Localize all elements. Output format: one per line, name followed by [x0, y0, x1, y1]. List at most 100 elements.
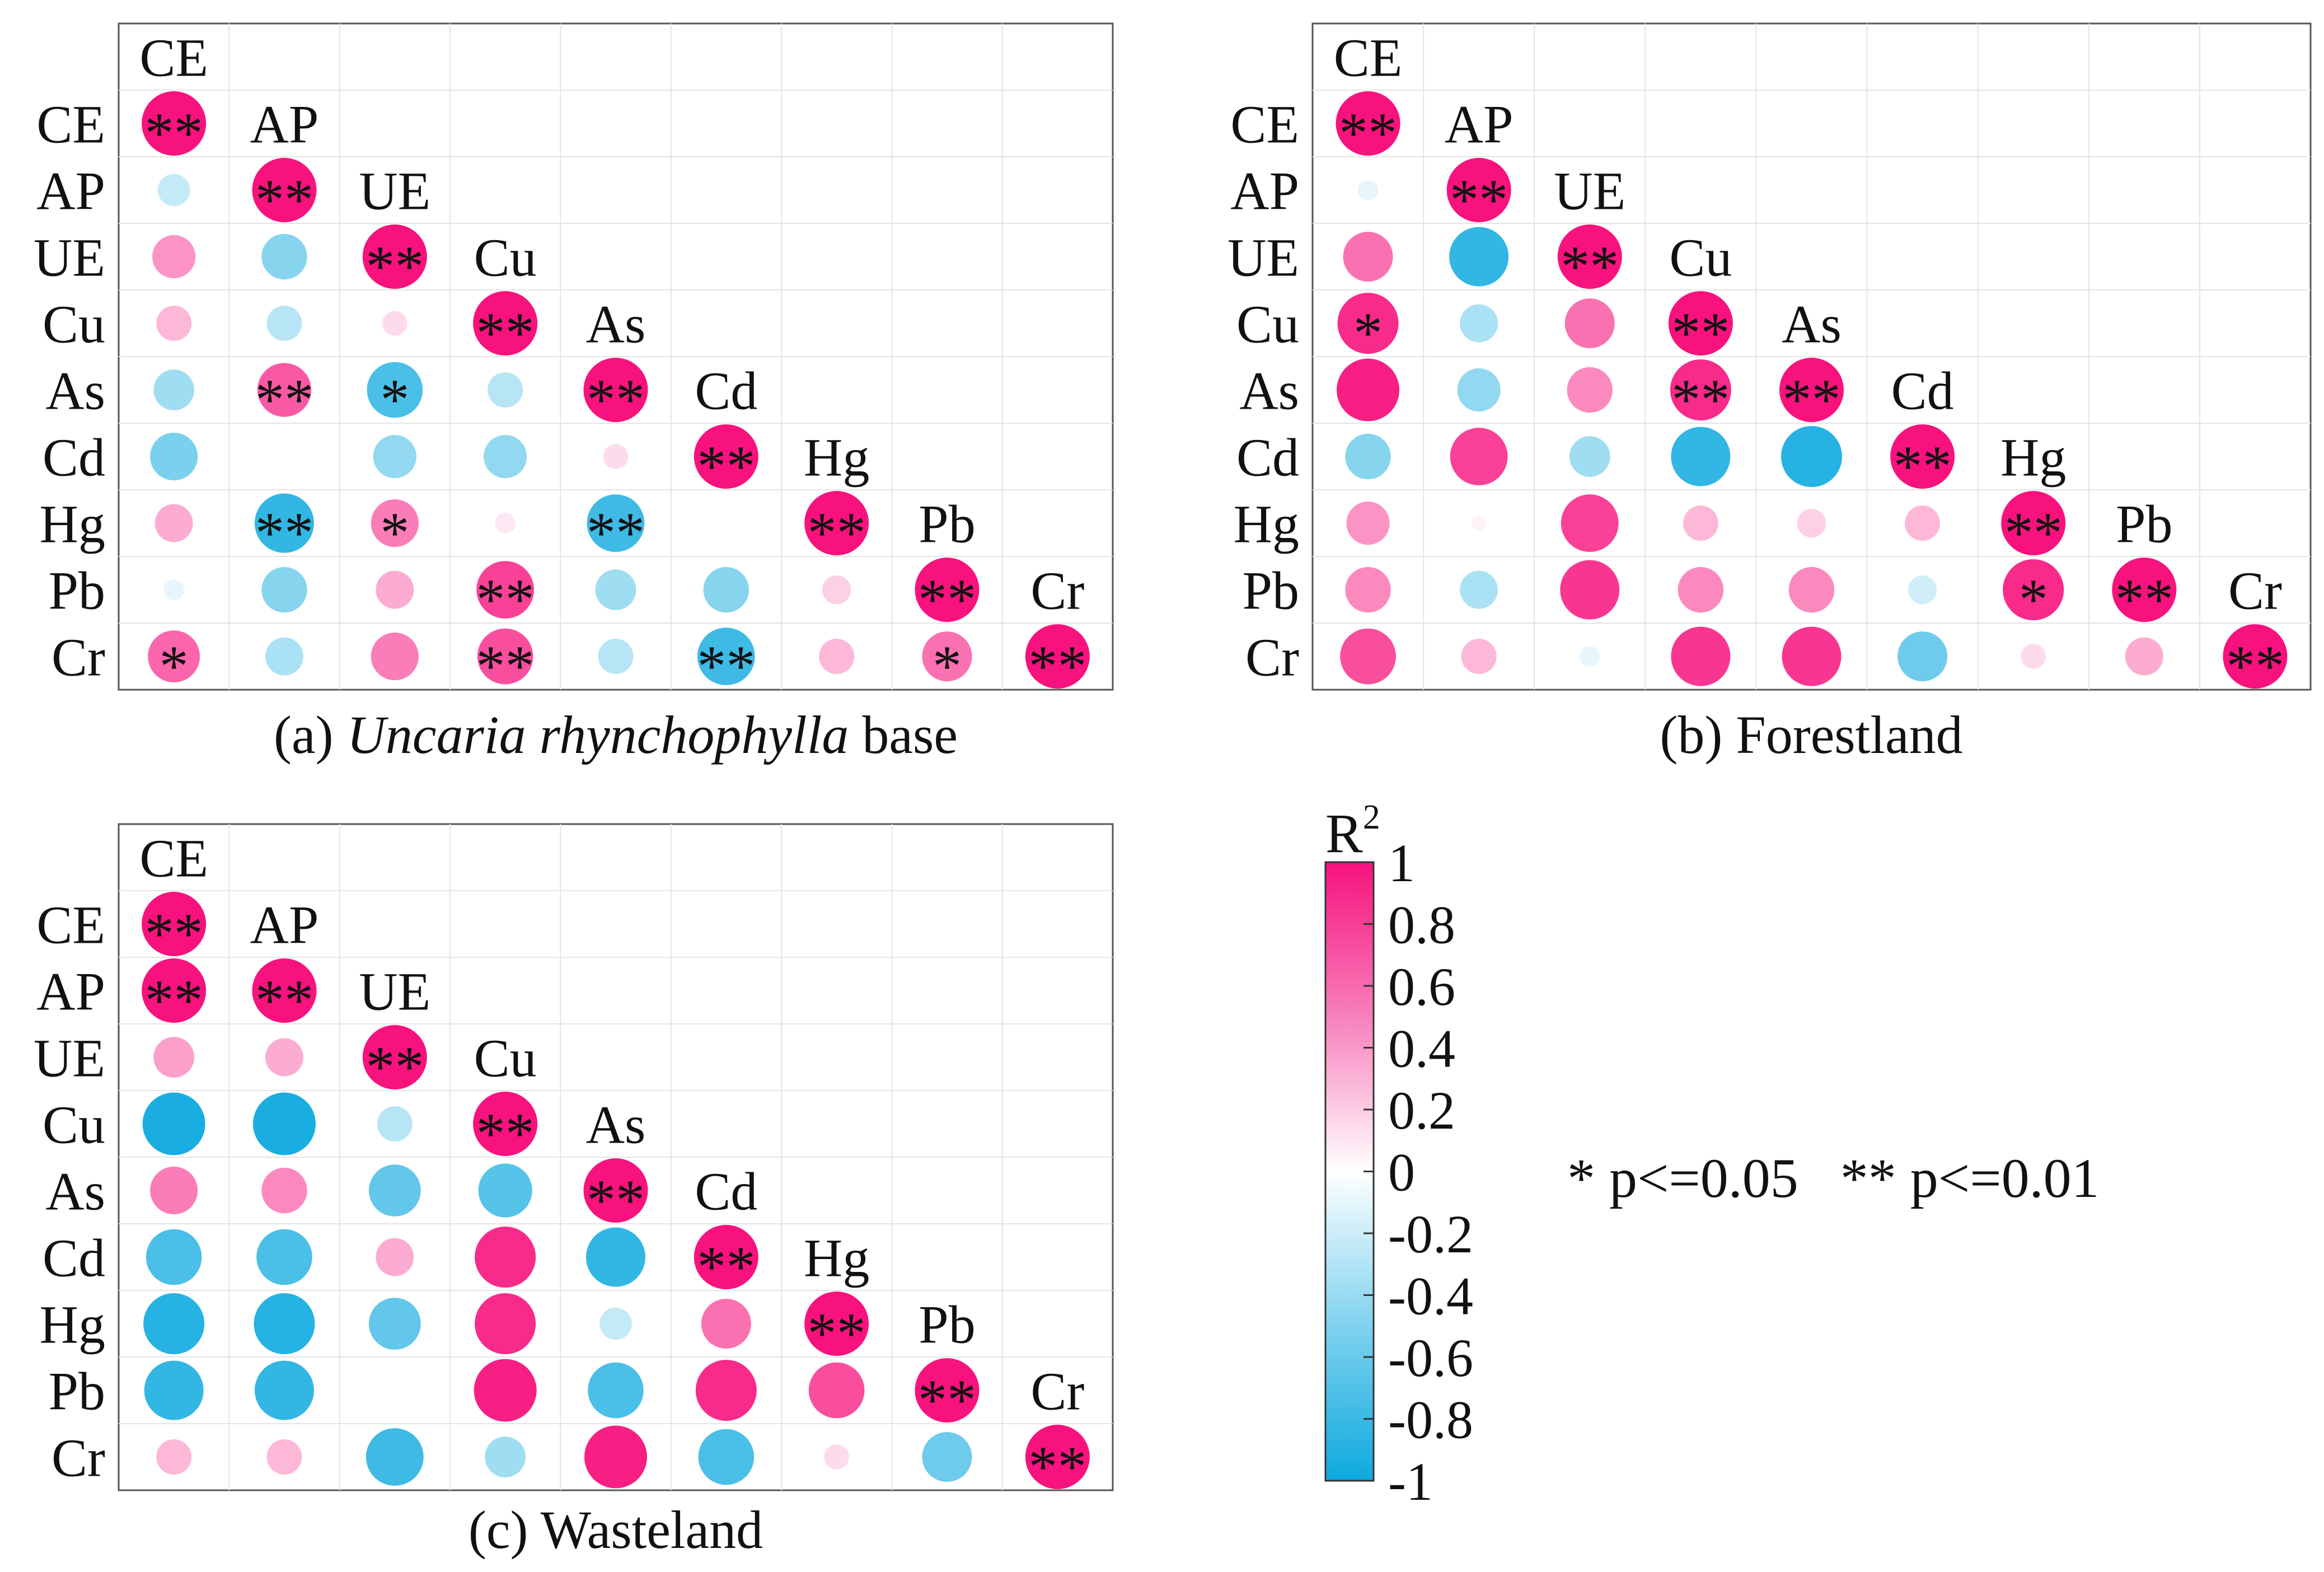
- significance-mark: **: [476, 1102, 535, 1166]
- corr-dot-hg-ue: [371, 499, 419, 548]
- corr-dot-hg-cu: [475, 1293, 536, 1354]
- colorbar-tick-label: 0.8: [1388, 895, 1455, 955]
- corr-dot-as-ue: [367, 362, 423, 418]
- row-label-ap: AP: [36, 161, 105, 221]
- significance-note: * p<=0.05 ** p<=0.01: [1567, 1147, 2100, 1209]
- corr-dot-as-as: [1779, 358, 1844, 422]
- column-label-ap: AP: [1445, 95, 1514, 155]
- row-label-ce: CE: [1230, 95, 1299, 155]
- corr-dot-hg-as: [599, 1307, 632, 1340]
- corr-dot-ap-ap: [1446, 158, 1511, 222]
- significance-mark: **: [1028, 1435, 1086, 1499]
- corr-dot-pb-cu: [476, 561, 535, 619]
- column-label-ap: AP: [250, 895, 319, 955]
- corr-dot-pb-ce: [1345, 567, 1391, 613]
- corr-dot-as-ue: [1567, 367, 1613, 413]
- corr-dot-cr-ap: [1461, 639, 1497, 674]
- corr-dot-cu-ce: [1337, 293, 1399, 354]
- corr-dot-pb-pb: [915, 558, 980, 622]
- corr-dot-as-cu: [478, 1163, 532, 1218]
- corr-dot-hg-ap: [254, 1293, 315, 1354]
- column-label-cr: Cr: [2228, 561, 2282, 621]
- corr-dot-hg-ce: [154, 504, 193, 542]
- significance-mark: **: [1450, 168, 1508, 232]
- significance-mark: **: [697, 1235, 755, 1299]
- corr-dot-cr-cd: [698, 1429, 755, 1485]
- corr-dot-cd-ce: [1345, 433, 1391, 480]
- corr-dot-hg-as: [587, 494, 645, 552]
- corr-dot-as-as: [583, 1158, 648, 1223]
- panel-caption: (b) Forestland: [1660, 705, 1962, 765]
- corr-dot-hg-hg: [2001, 491, 2066, 555]
- corr-dot-hg-ce: [1346, 501, 1390, 545]
- corr-dot-cu-cu: [473, 1092, 538, 1156]
- row-label-cd: Cd: [43, 428, 105, 488]
- corr-dot-cr-ap: [265, 637, 303, 676]
- column-label-ue: UE: [1554, 161, 1625, 221]
- row-label-ce: CE: [36, 95, 105, 155]
- column-label-cr: Cr: [1030, 561, 1084, 621]
- corr-dot-as-as: [583, 358, 648, 422]
- corr-dot-ap-ap: [252, 158, 317, 222]
- corr-dot-hg-ue: [368, 1298, 421, 1350]
- corr-dot-pb-hg: [2003, 559, 2064, 620]
- colorbar-ticks: 10.80.60.40.20-0.2-0.4-0.6-0.8-1: [1364, 833, 1473, 1512]
- corr-dot-pb-ce: [144, 1360, 204, 1420]
- corr-dot-cr-as: [598, 639, 634, 674]
- significance-mark: *: [380, 501, 409, 565]
- corr-dot-cr-cr: [1025, 624, 1090, 689]
- corr-dot-pb-hg: [822, 575, 851, 605]
- corr-dot-hg-hg: [804, 1292, 869, 1356]
- colorbar-tick-label: 0.6: [1388, 957, 1455, 1017]
- column-label-ap: AP: [250, 95, 319, 155]
- column-label-ce: CE: [1334, 28, 1403, 88]
- corr-dot-cd-cd: [694, 424, 758, 489]
- corr-dot-pb-ue: [376, 570, 414, 609]
- row-label-cd: Cd: [1236, 428, 1299, 488]
- significance-mark: *: [1353, 301, 1383, 366]
- corr-dot-cr-ap: [266, 1439, 302, 1475]
- corr-dot-pb-ap: [261, 567, 307, 613]
- corr-dot-cd-ap: [1450, 428, 1508, 485]
- corr-dot-cr-as: [584, 1425, 647, 1489]
- significance-mark: **: [808, 1302, 866, 1366]
- corr-dot-cd-cd: [694, 1225, 758, 1289]
- row-label-cd: Cd: [43, 1228, 105, 1288]
- row-label-cu: Cu: [43, 294, 105, 354]
- corr-dot-cr-hg: [2021, 644, 2046, 669]
- column-label-cr: Cr: [1030, 1362, 1084, 1421]
- corr-dot-cd-ap: [256, 1229, 312, 1285]
- significance-mark: **: [145, 902, 203, 966]
- corr-dot-hg-cd: [1905, 506, 1941, 541]
- column-label-ue: UE: [359, 962, 430, 1022]
- corr-dot-hg-ap: [255, 493, 314, 553]
- correlation-panel-b: CEAPUECuAsCdHgPbCrCEAPUECuAsCdHgPbCr****…: [1227, 22, 2312, 765]
- corr-dot-ue-ue: [362, 1025, 427, 1089]
- row-label-pb: Pb: [49, 1362, 105, 1421]
- corr-dot-cr-cu: [1671, 626, 1731, 686]
- corr-dot-pb-as: [1788, 567, 1835, 613]
- row-label-ce: CE: [36, 895, 105, 955]
- row-label-pb: Pb: [49, 561, 105, 621]
- column-label-as: As: [1782, 294, 1842, 354]
- corr-dot-cu-cu: [1668, 291, 1733, 355]
- significance-mark: **: [2115, 568, 2173, 632]
- corr-dot-hg-ap: [1472, 516, 1487, 531]
- significance-mark: **: [1894, 434, 1952, 499]
- corr-dot-cu-ap: [253, 1092, 316, 1155]
- significance-mark: **: [1561, 235, 1619, 299]
- corr-dot-cr-hg: [819, 639, 855, 674]
- corr-dot-as-ce: [153, 369, 195, 410]
- significance-mark: *: [160, 634, 189, 699]
- significance-mark: **: [918, 568, 976, 632]
- corr-dot-hg-hg: [804, 491, 869, 555]
- significance-mark: **: [255, 368, 313, 432]
- corr-dot-pb-pb: [915, 1358, 980, 1423]
- significance-mark: **: [587, 368, 645, 432]
- corr-dot-cd-ue: [1569, 436, 1610, 477]
- significance-mark: *: [933, 634, 962, 699]
- column-label-cd: Cd: [695, 361, 757, 421]
- column-label-pb: Pb: [919, 1295, 975, 1355]
- significance-mark: **: [587, 501, 645, 565]
